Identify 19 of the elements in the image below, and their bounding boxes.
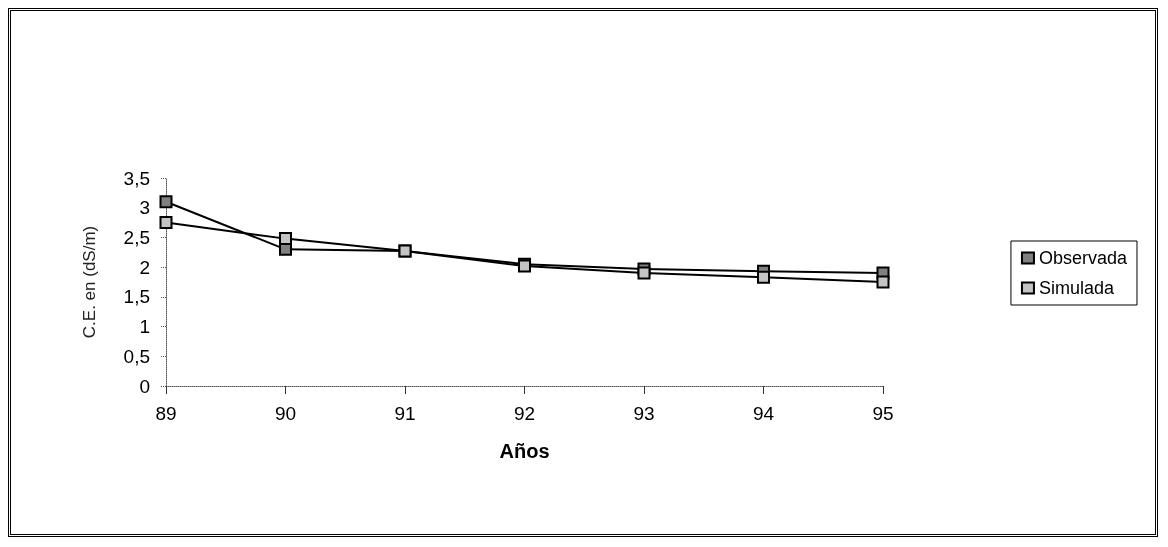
x-axis-title: Años xyxy=(499,440,550,462)
y-tick-label: 2 xyxy=(139,256,150,278)
y-tick-label: 1 xyxy=(139,316,150,338)
x-tick-label: 94 xyxy=(752,403,775,424)
x-tick-label: 91 xyxy=(394,403,416,424)
x-tick-label: 92 xyxy=(513,403,536,424)
x-tick-label: 95 xyxy=(872,403,894,424)
y-tick-label: 0,5 xyxy=(123,345,150,367)
y-tick-label: 1,5 xyxy=(123,286,150,308)
x-tick-label: 90 xyxy=(274,403,297,424)
x-tick-label: 89 xyxy=(155,403,177,424)
x-tick-label: 93 xyxy=(633,403,655,424)
y-axis-title: C.E. en (dS/m) xyxy=(80,225,99,339)
legend-label: Observada xyxy=(1038,248,1128,268)
y-tick-label: 0 xyxy=(139,375,150,397)
y-tick-label: 2,5 xyxy=(123,226,150,248)
y-tick-label: 3 xyxy=(139,197,150,219)
y-tick-label: 3,5 xyxy=(123,167,150,189)
legend-label: Simulada xyxy=(1038,278,1115,298)
